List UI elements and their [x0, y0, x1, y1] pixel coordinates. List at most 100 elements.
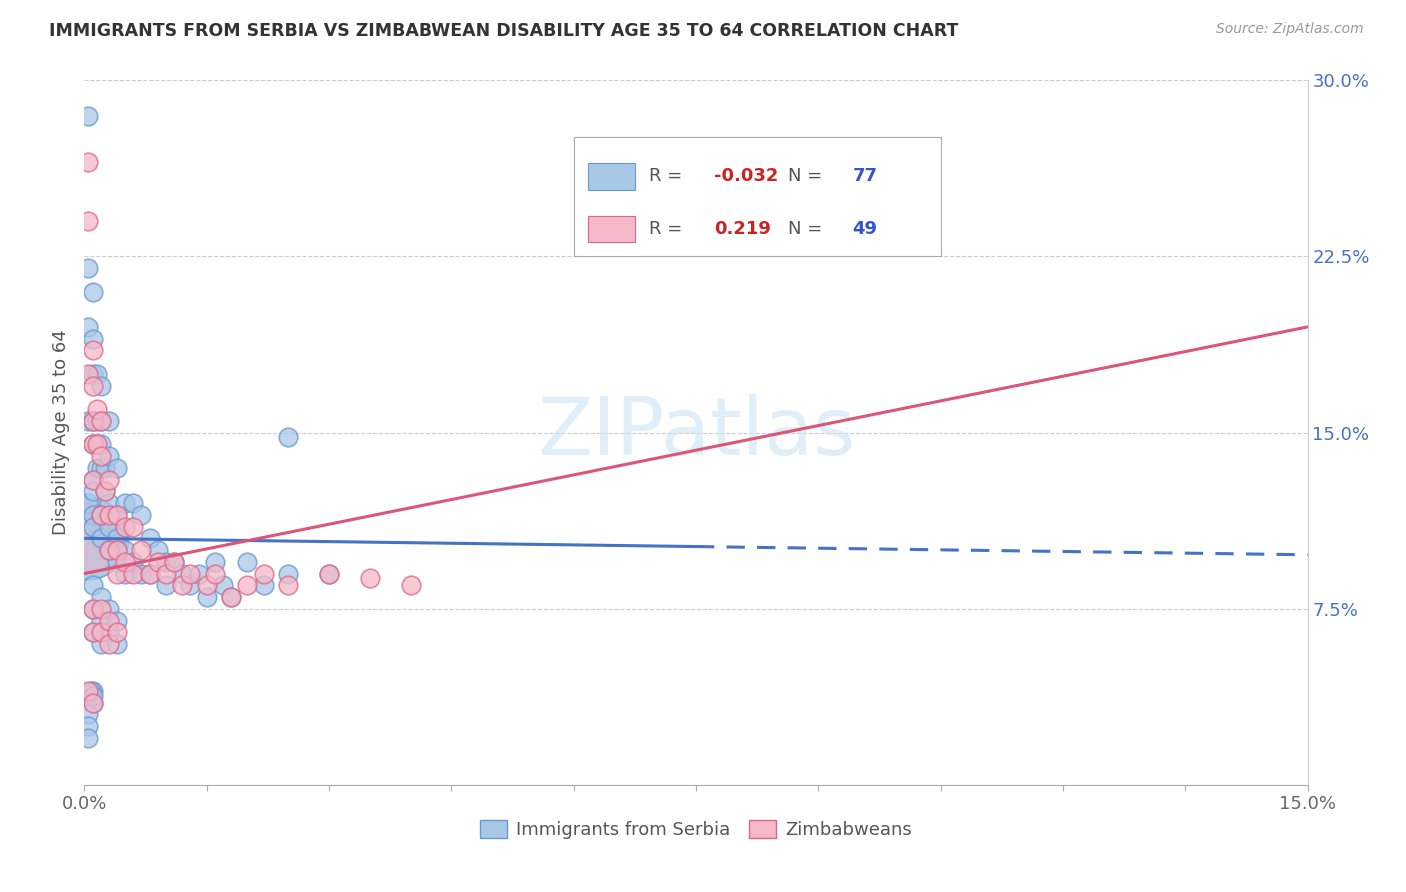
Point: [277, 566, 299, 581]
Point: [76, 532, 98, 546]
Point: [131, 566, 153, 581]
Point: [76, 532, 98, 546]
Text: IMMIGRANTS FROM SERBIA VS ZIMBABWEAN DISABILITY AGE 35 TO 64 CORRELATION CHART: IMMIGRANTS FROM SERBIA VS ZIMBABWEAN DIS…: [49, 22, 959, 40]
Point: [204, 566, 226, 581]
Point: [187, 566, 209, 581]
Point: [76, 532, 98, 546]
Point: [219, 590, 242, 604]
Point: [77, 719, 100, 733]
Point: [82, 343, 104, 358]
Point: [82, 473, 104, 487]
Point: [90, 508, 112, 522]
Point: [86, 437, 108, 451]
Point: [90, 614, 112, 628]
Point: [204, 555, 226, 569]
Point: [122, 566, 145, 581]
Point: [82, 684, 104, 698]
Point: [114, 519, 136, 533]
Point: [77, 496, 100, 510]
Point: [82, 625, 104, 640]
Point: [399, 578, 422, 592]
Point: [253, 566, 276, 581]
Bar: [588, 162, 636, 189]
Point: [105, 614, 128, 628]
Point: [114, 566, 136, 581]
Point: [97, 449, 120, 463]
Point: [76, 532, 98, 546]
Point: [82, 484, 104, 499]
Point: [97, 614, 120, 628]
Point: [77, 367, 100, 381]
Point: [77, 214, 100, 228]
Point: [82, 689, 104, 703]
Point: [77, 684, 100, 698]
Point: [146, 555, 169, 569]
Legend: Immigrants from Serbia, Zimbabweans: Immigrants from Serbia, Zimbabweans: [472, 813, 920, 847]
Point: [76, 532, 98, 546]
Point: [76, 532, 98, 546]
Point: [179, 578, 201, 592]
Point: [138, 566, 160, 581]
Point: [236, 578, 259, 592]
Point: [76, 532, 98, 546]
Point: [77, 707, 100, 722]
Point: [76, 532, 98, 546]
Point: [86, 367, 108, 381]
Point: [82, 601, 104, 615]
Point: [114, 555, 136, 569]
Point: [97, 601, 120, 615]
Point: [86, 460, 108, 475]
Point: [97, 414, 120, 428]
Point: [82, 367, 104, 381]
Point: [105, 637, 128, 651]
Point: [277, 430, 299, 444]
Point: [82, 437, 104, 451]
Text: R =: R =: [650, 220, 689, 238]
Text: N =: N =: [787, 220, 828, 238]
Text: 77: 77: [852, 167, 877, 186]
Point: [212, 578, 235, 592]
Point: [105, 543, 128, 558]
Point: [90, 590, 112, 604]
Point: [105, 566, 128, 581]
Point: [82, 696, 104, 710]
Point: [105, 532, 128, 546]
Point: [114, 496, 136, 510]
Point: [155, 555, 177, 569]
Point: [97, 625, 120, 640]
Point: [105, 555, 128, 569]
Point: [138, 566, 160, 581]
Point: [179, 566, 201, 581]
Text: ZIPatlas: ZIPatlas: [537, 393, 855, 472]
Point: [318, 566, 340, 581]
Point: [82, 508, 104, 522]
Point: [122, 555, 145, 569]
Text: Source: ZipAtlas.com: Source: ZipAtlas.com: [1216, 22, 1364, 37]
Point: [97, 496, 120, 510]
Point: [82, 437, 104, 451]
Point: [76, 532, 98, 546]
Point: [122, 496, 145, 510]
Point: [76, 532, 98, 546]
Point: [90, 414, 112, 428]
Point: [82, 285, 104, 299]
Point: [82, 473, 104, 487]
Point: [93, 460, 115, 475]
Point: [114, 543, 136, 558]
Point: [138, 532, 160, 546]
Bar: [588, 216, 636, 243]
Point: [76, 532, 98, 546]
Text: 49: 49: [852, 220, 877, 238]
Point: [77, 731, 100, 745]
Point: [163, 555, 186, 569]
Y-axis label: Disability Age 35 to 64: Disability Age 35 to 64: [52, 330, 70, 535]
Point: [77, 155, 100, 169]
Point: [172, 578, 194, 592]
Point: [277, 578, 299, 592]
Point: [105, 508, 128, 522]
Point: [172, 566, 194, 581]
Point: [93, 484, 115, 499]
Point: [93, 484, 115, 499]
Point: [163, 555, 186, 569]
Point: [122, 519, 145, 533]
